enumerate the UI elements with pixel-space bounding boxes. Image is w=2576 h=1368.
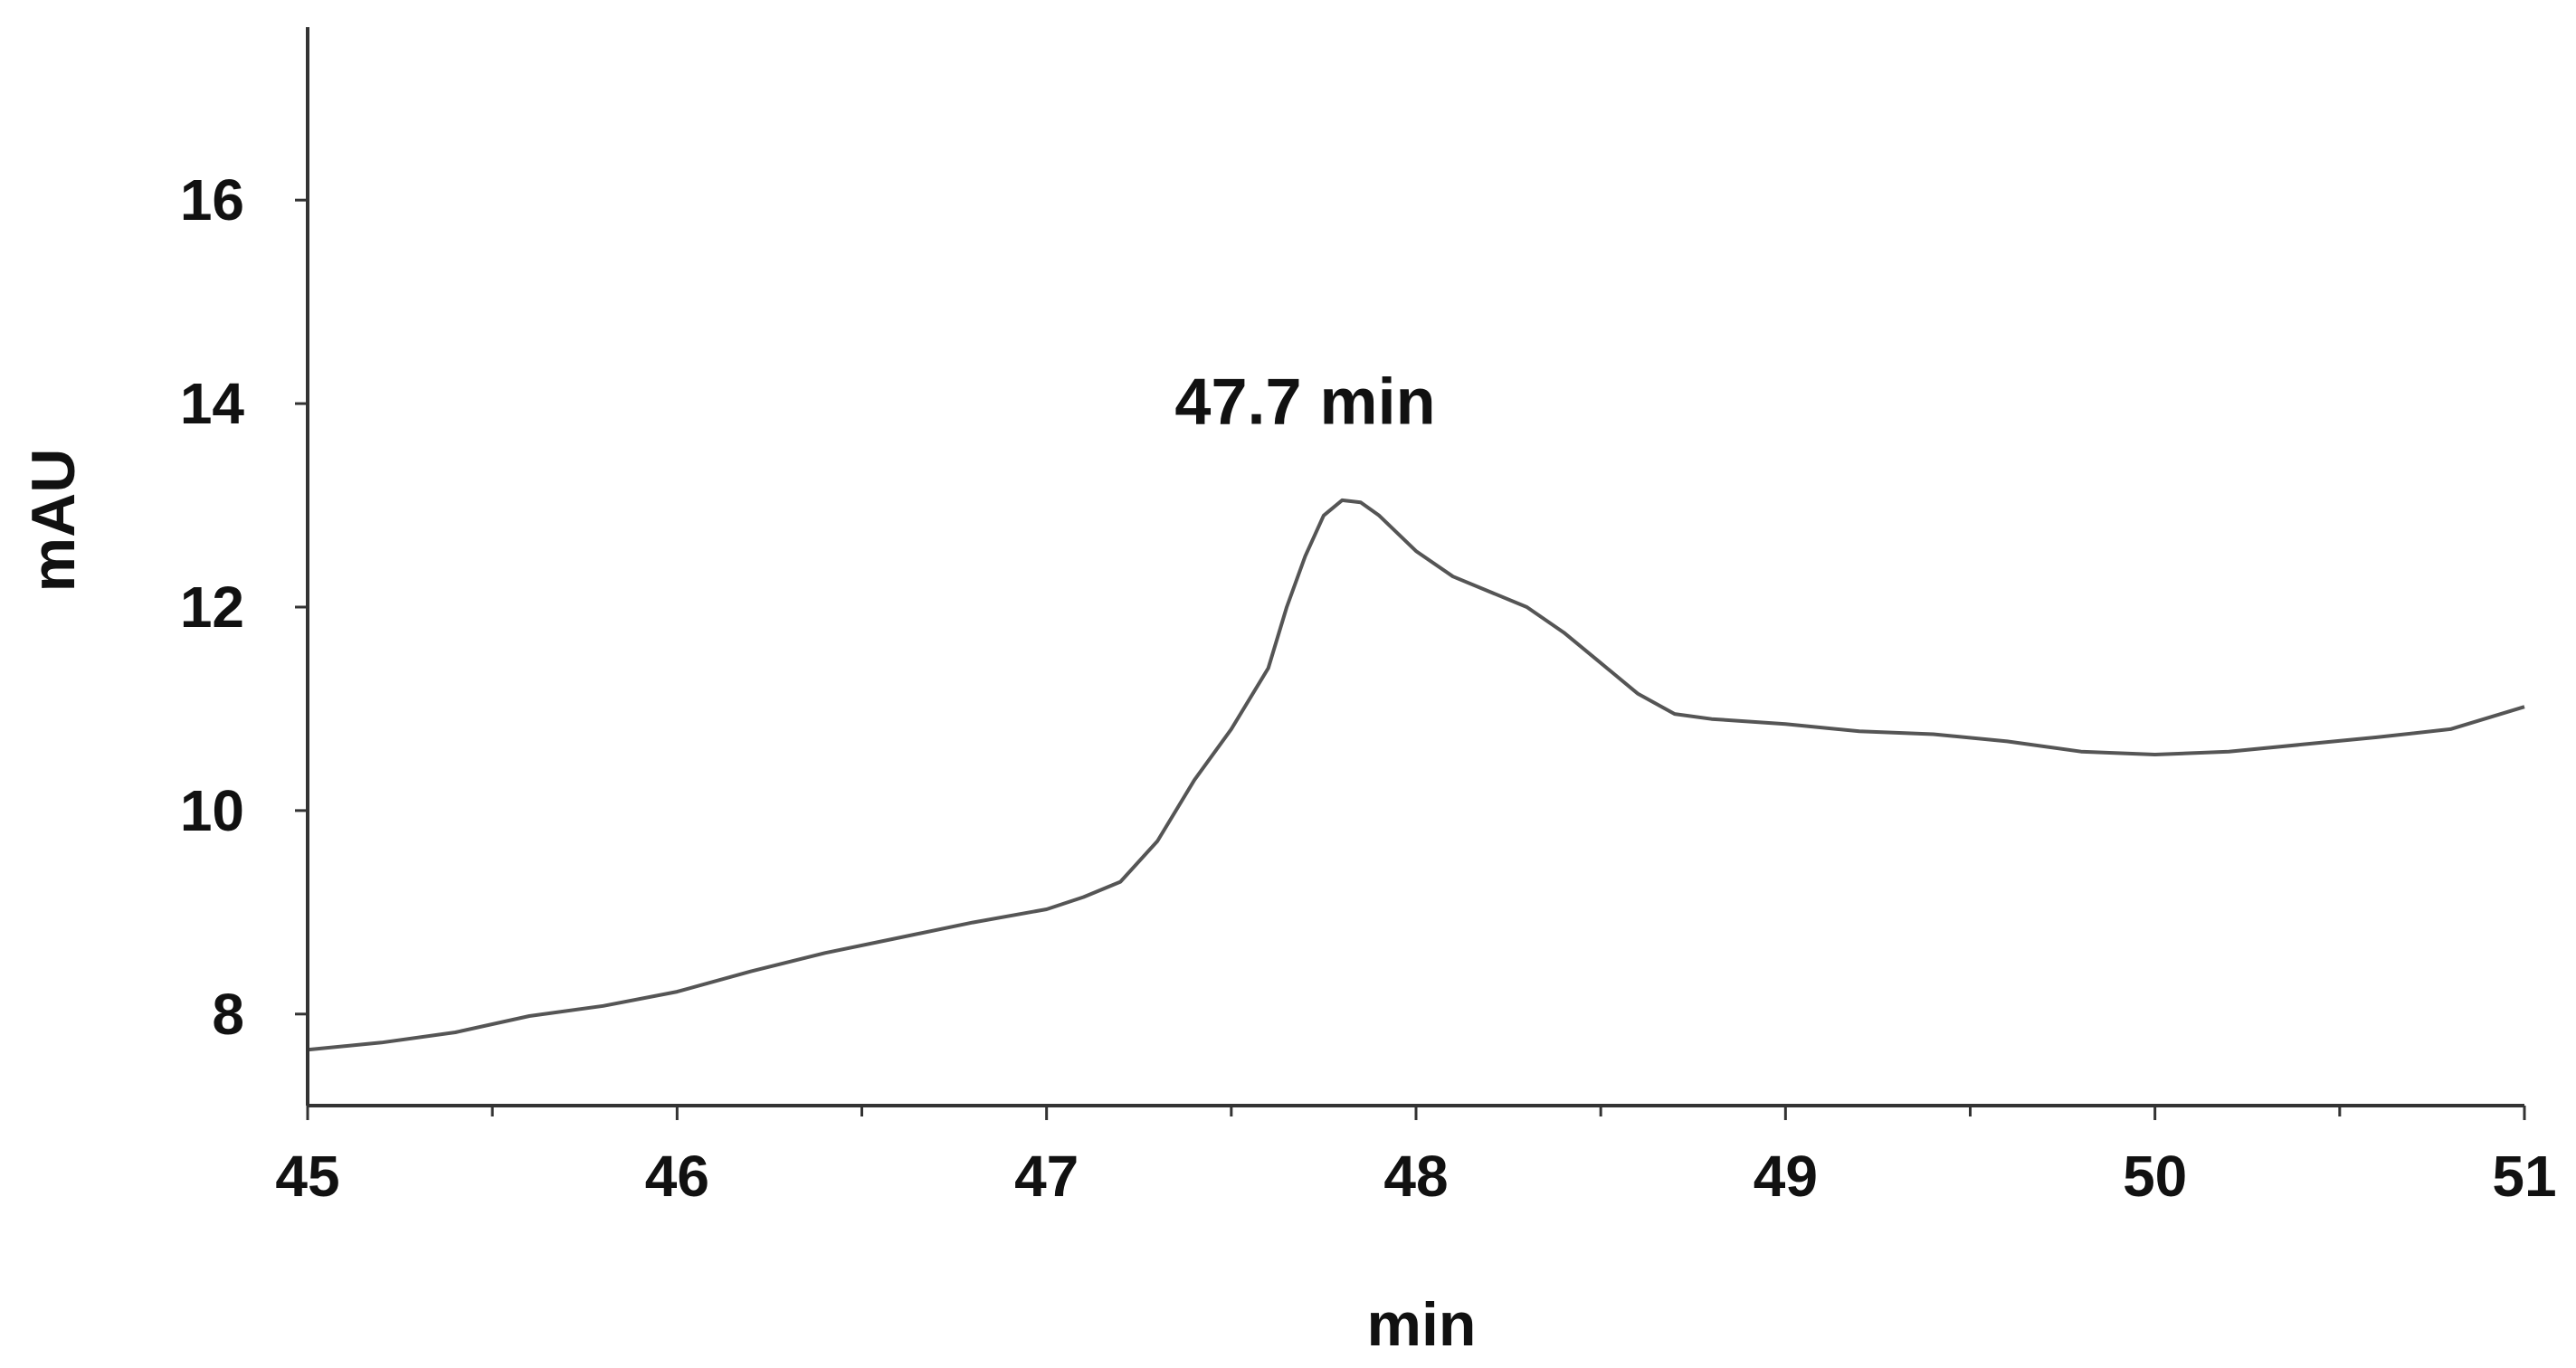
x-tick-label: 49 bbox=[1754, 1144, 1818, 1209]
x-tick-label: 50 bbox=[2123, 1144, 2187, 1209]
x-tick-label: 48 bbox=[1383, 1144, 1448, 1209]
y-tick-label: 8 bbox=[212, 982, 244, 1047]
x-tick-label: 45 bbox=[275, 1144, 339, 1209]
y-tick-label: 12 bbox=[180, 575, 244, 640]
axes: 8 10 12 14 16 45 46 47 48 49 50 51 bbox=[180, 27, 2557, 1209]
x-axis-label: min bbox=[1367, 1290, 1477, 1359]
chromatogram-trace bbox=[307, 498, 2525, 1052]
x-tick-label: 47 bbox=[1014, 1144, 1079, 1209]
y-tick-label: 14 bbox=[180, 371, 245, 436]
y-tick-label: 16 bbox=[180, 167, 244, 233]
x-tick-label: 46 bbox=[645, 1144, 709, 1209]
x-tick-label: 51 bbox=[2492, 1144, 2556, 1209]
y-tick-label: 10 bbox=[180, 778, 244, 843]
peak-annotation: 47.7 min bbox=[1174, 366, 1435, 439]
y-axis-label: mAU bbox=[19, 449, 88, 593]
plot-area: 47.7 min bbox=[307, 366, 2525, 1052]
